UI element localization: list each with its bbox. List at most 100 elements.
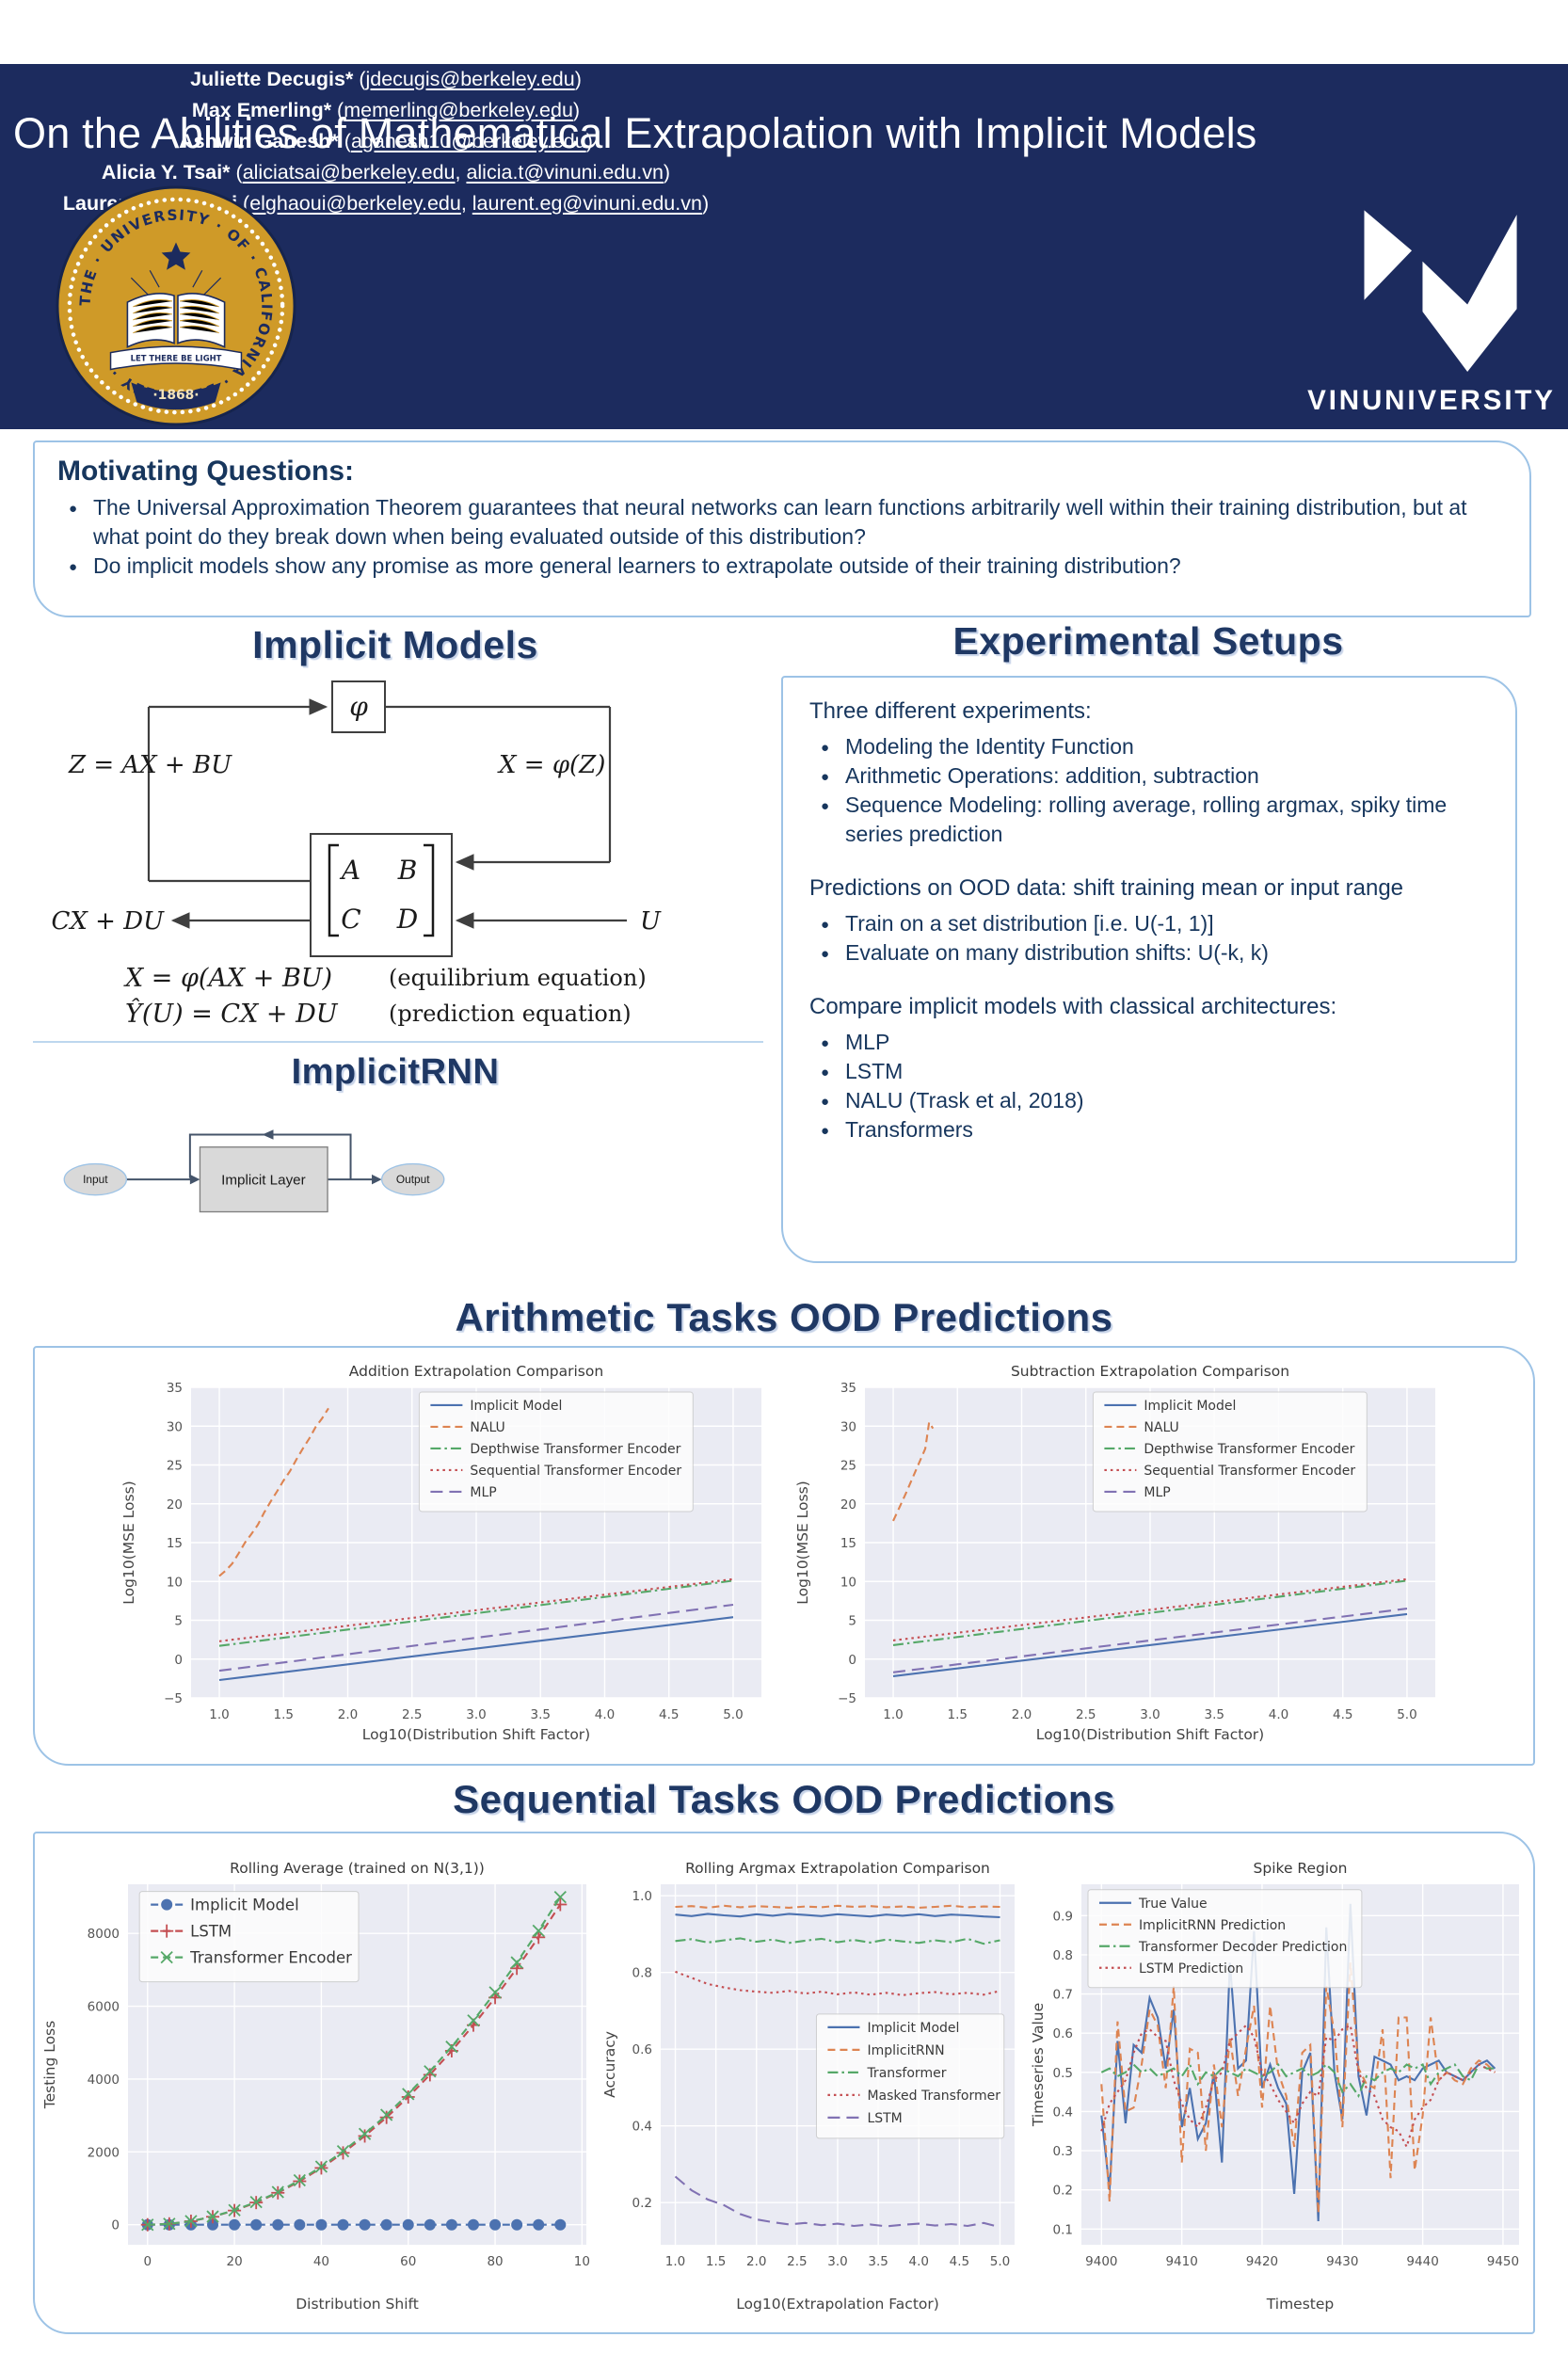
svg-text:Timeseries Value: Timeseries Value — [1030, 2003, 1047, 2127]
svg-text:Sequential Transformer Encoder: Sequential Transformer Encoder — [1144, 1464, 1355, 1479]
svg-text:20: 20 — [840, 1497, 856, 1513]
svg-text:−5: −5 — [838, 1691, 856, 1706]
svg-text:2.5: 2.5 — [402, 1707, 422, 1722]
phi-box — [331, 680, 386, 733]
author-name: Max Emerling* — [191, 99, 332, 121]
eq-out-label: Ŷ = CX + DU — [45, 905, 165, 936]
bullet-item: Modeling the Identity Function — [817, 732, 1489, 762]
svg-text:9450: 9450 — [1486, 2254, 1518, 2269]
svg-text:0.8: 0.8 — [1052, 1948, 1072, 1963]
bullet-item: Do implicit models show any promise as m… — [65, 552, 1507, 582]
svg-text:Masked Transformer: Masked Transformer — [867, 2089, 1000, 2104]
svg-text:LSTM: LSTM — [867, 2111, 902, 2126]
author-email-link[interactable]: jdecugis@berkeley.edu — [365, 68, 575, 90]
svg-text:LSTM Prediction: LSTM Prediction — [1138, 1961, 1242, 1977]
author-email-link[interactable]: elghaoui@berkeley.edu — [249, 192, 461, 215]
svg-text:5: 5 — [848, 1614, 856, 1629]
svg-text:20: 20 — [167, 1497, 183, 1513]
svg-text:MLP: MLP — [1144, 1485, 1170, 1500]
svg-text:True Value: True Value — [1137, 1897, 1207, 1912]
svg-text:·1868·: ·1868· — [152, 388, 199, 403]
svg-text:4000: 4000 — [87, 2073, 119, 2088]
matrix-b: B — [397, 855, 418, 886]
implicit-layer-label: Implicit Layer — [221, 1172, 306, 1188]
svg-text:Implicit Model: Implicit Model — [190, 1897, 298, 1914]
svg-text:3.5: 3.5 — [531, 1707, 551, 1722]
sequential-section-title: Sequential Tasks OOD Predictions — [453, 1777, 1115, 1821]
svg-text:Depthwise Transformer Encoder: Depthwise Transformer Encoder — [470, 1442, 680, 1457]
architectures-list: MLPLSTMNALU (Trask et al, 2018)Transform… — [817, 1028, 1489, 1145]
svg-text:10: 10 — [573, 2254, 589, 2269]
svg-text:0.4: 0.4 — [1052, 2105, 1072, 2120]
author-email-link[interactable]: laurent.eg@vinuni.edu.vn — [472, 192, 702, 215]
author-name: Ashwin Ganesh* — [179, 130, 339, 152]
svg-text:9440: 9440 — [1406, 2254, 1438, 2269]
seal-rays — [130, 270, 222, 296]
svg-text:Implicit Model: Implicit Model — [1144, 1399, 1236, 1414]
svg-text:Log10(Distribution Shift Facto: Log10(Distribution Shift Factor) — [362, 1726, 590, 1743]
svg-text:Rolling Argmax Extrapolation C: Rolling Argmax Extrapolation Comparison — [685, 1860, 990, 1877]
author-name: Juliette Decugis* — [190, 68, 354, 90]
svg-text:−5: −5 — [164, 1691, 183, 1706]
compare-intro: Compare implicit models with classical a… — [809, 994, 1337, 1019]
matrix-brackets — [328, 843, 435, 937]
author-name: Alicia Y. Tsai* — [101, 161, 231, 184]
svg-text:15: 15 — [167, 1536, 183, 1551]
svg-text:0.7: 0.7 — [1052, 1988, 1072, 2003]
motivating-bullet-list: The Universal Approximation Theorem guar… — [65, 493, 1507, 582]
svg-text:9400: 9400 — [1085, 2254, 1117, 2269]
bullet-item: LSTM — [817, 1057, 1489, 1087]
bullet-item: Train on a set distribution [i.e. U(-1, … — [817, 909, 1489, 939]
svg-text:1.0: 1.0 — [632, 1889, 651, 1904]
svg-text:Rolling Average (trained on N(: Rolling Average (trained on N(3,1)) — [230, 1860, 485, 1877]
svg-text:6000: 6000 — [87, 2000, 119, 2015]
svg-text:0: 0 — [143, 2254, 152, 2269]
author-email-link[interactable]: aganesh10@berkeley.edu — [350, 130, 586, 152]
svg-text:9430: 9430 — [1326, 2254, 1358, 2269]
svg-text:0: 0 — [848, 1653, 856, 1668]
implicit-models-title: Implicit Models — [252, 623, 538, 666]
author-email-link[interactable]: aliciatsai@berkeley.edu — [242, 161, 456, 184]
svg-text:Addition Extrapolation Compari: Addition Extrapolation Comparison — [349, 1363, 603, 1380]
prediction-label: (prediction equation) — [389, 1000, 632, 1027]
svg-text:10: 10 — [167, 1575, 183, 1590]
sequential-charts-box: 0 20 40 60 80 10 0 2000 4000 6000 8000 Rolling Aver… — [33, 1832, 1535, 2334]
addition-chart: 1.0 1.5 2.0 2.5 3.0 3.5 4.0 4.5 5.0 −5 0 5 10 15 20 25 3… — [118, 1355, 776, 1764]
svg-text:30: 30 — [167, 1419, 183, 1434]
svg-text:Implicit Model: Implicit Model — [867, 2021, 959, 2036]
motivating-questions-box: Motivating Questions: The Universal Appr… — [33, 440, 1531, 617]
svg-text:Log10(Distribution Shift Facto: Log10(Distribution Shift Factor) — [1036, 1726, 1264, 1743]
author-email-link[interactable]: memerling@berkeley.edu — [344, 99, 573, 121]
matrix-d: D — [396, 904, 418, 935]
svg-text:Timestep: Timestep — [1265, 2296, 1333, 2313]
arithmetic-section-title: Arithmetic Tasks OOD Predictions — [455, 1295, 1113, 1339]
svg-text:NALU: NALU — [470, 1420, 504, 1435]
phi-label: φ — [349, 691, 368, 722]
svg-text:30: 30 — [840, 1419, 856, 1434]
svg-text:20: 20 — [226, 2254, 242, 2269]
svg-text:15: 15 — [840, 1536, 856, 1551]
implicit-models-diagram: φ A B C D Z = AX + BU X = φ(Z) Ŷ = CX + … — [45, 674, 704, 1032]
svg-text:3.0: 3.0 — [827, 2254, 847, 2269]
svg-text:Subtraction Extrapolation Comp: Subtraction Extrapolation Comparison — [1011, 1363, 1289, 1380]
svg-text:NALU: NALU — [1144, 1420, 1178, 1435]
svg-text:5.0: 5.0 — [1397, 1707, 1416, 1722]
author-line: Max Emerling* (memerling@berkeley.edu) — [191, 99, 581, 121]
svg-text:5.0: 5.0 — [989, 2254, 1009, 2269]
svg-text:1.0: 1.0 — [883, 1707, 903, 1722]
svg-text:3.0: 3.0 — [466, 1707, 486, 1722]
bullet-item: The Universal Approximation Theorem guar… — [65, 493, 1507, 552]
svg-text:1.0: 1.0 — [209, 1707, 229, 1722]
feedback-arrowhead — [262, 1129, 274, 1140]
svg-text:4.0: 4.0 — [595, 1707, 615, 1722]
output-arrowhead — [372, 1174, 382, 1185]
svg-text:ImplicitRNN: ImplicitRNN — [867, 2043, 944, 2058]
input-node — [63, 1162, 128, 1196]
eq-phi-label: X = φ(Z) — [497, 751, 605, 779]
matrix-box — [310, 833, 453, 957]
author-email-link[interactable]: alicia.t@vinuni.edu.vn — [466, 161, 664, 184]
bullet-item: Evaluate on many distribution shifts: U(… — [817, 938, 1489, 968]
svg-text:0.1: 0.1 — [1052, 2222, 1072, 2237]
svg-text:60: 60 — [400, 2254, 416, 2269]
svg-text:80: 80 — [487, 2254, 503, 2269]
